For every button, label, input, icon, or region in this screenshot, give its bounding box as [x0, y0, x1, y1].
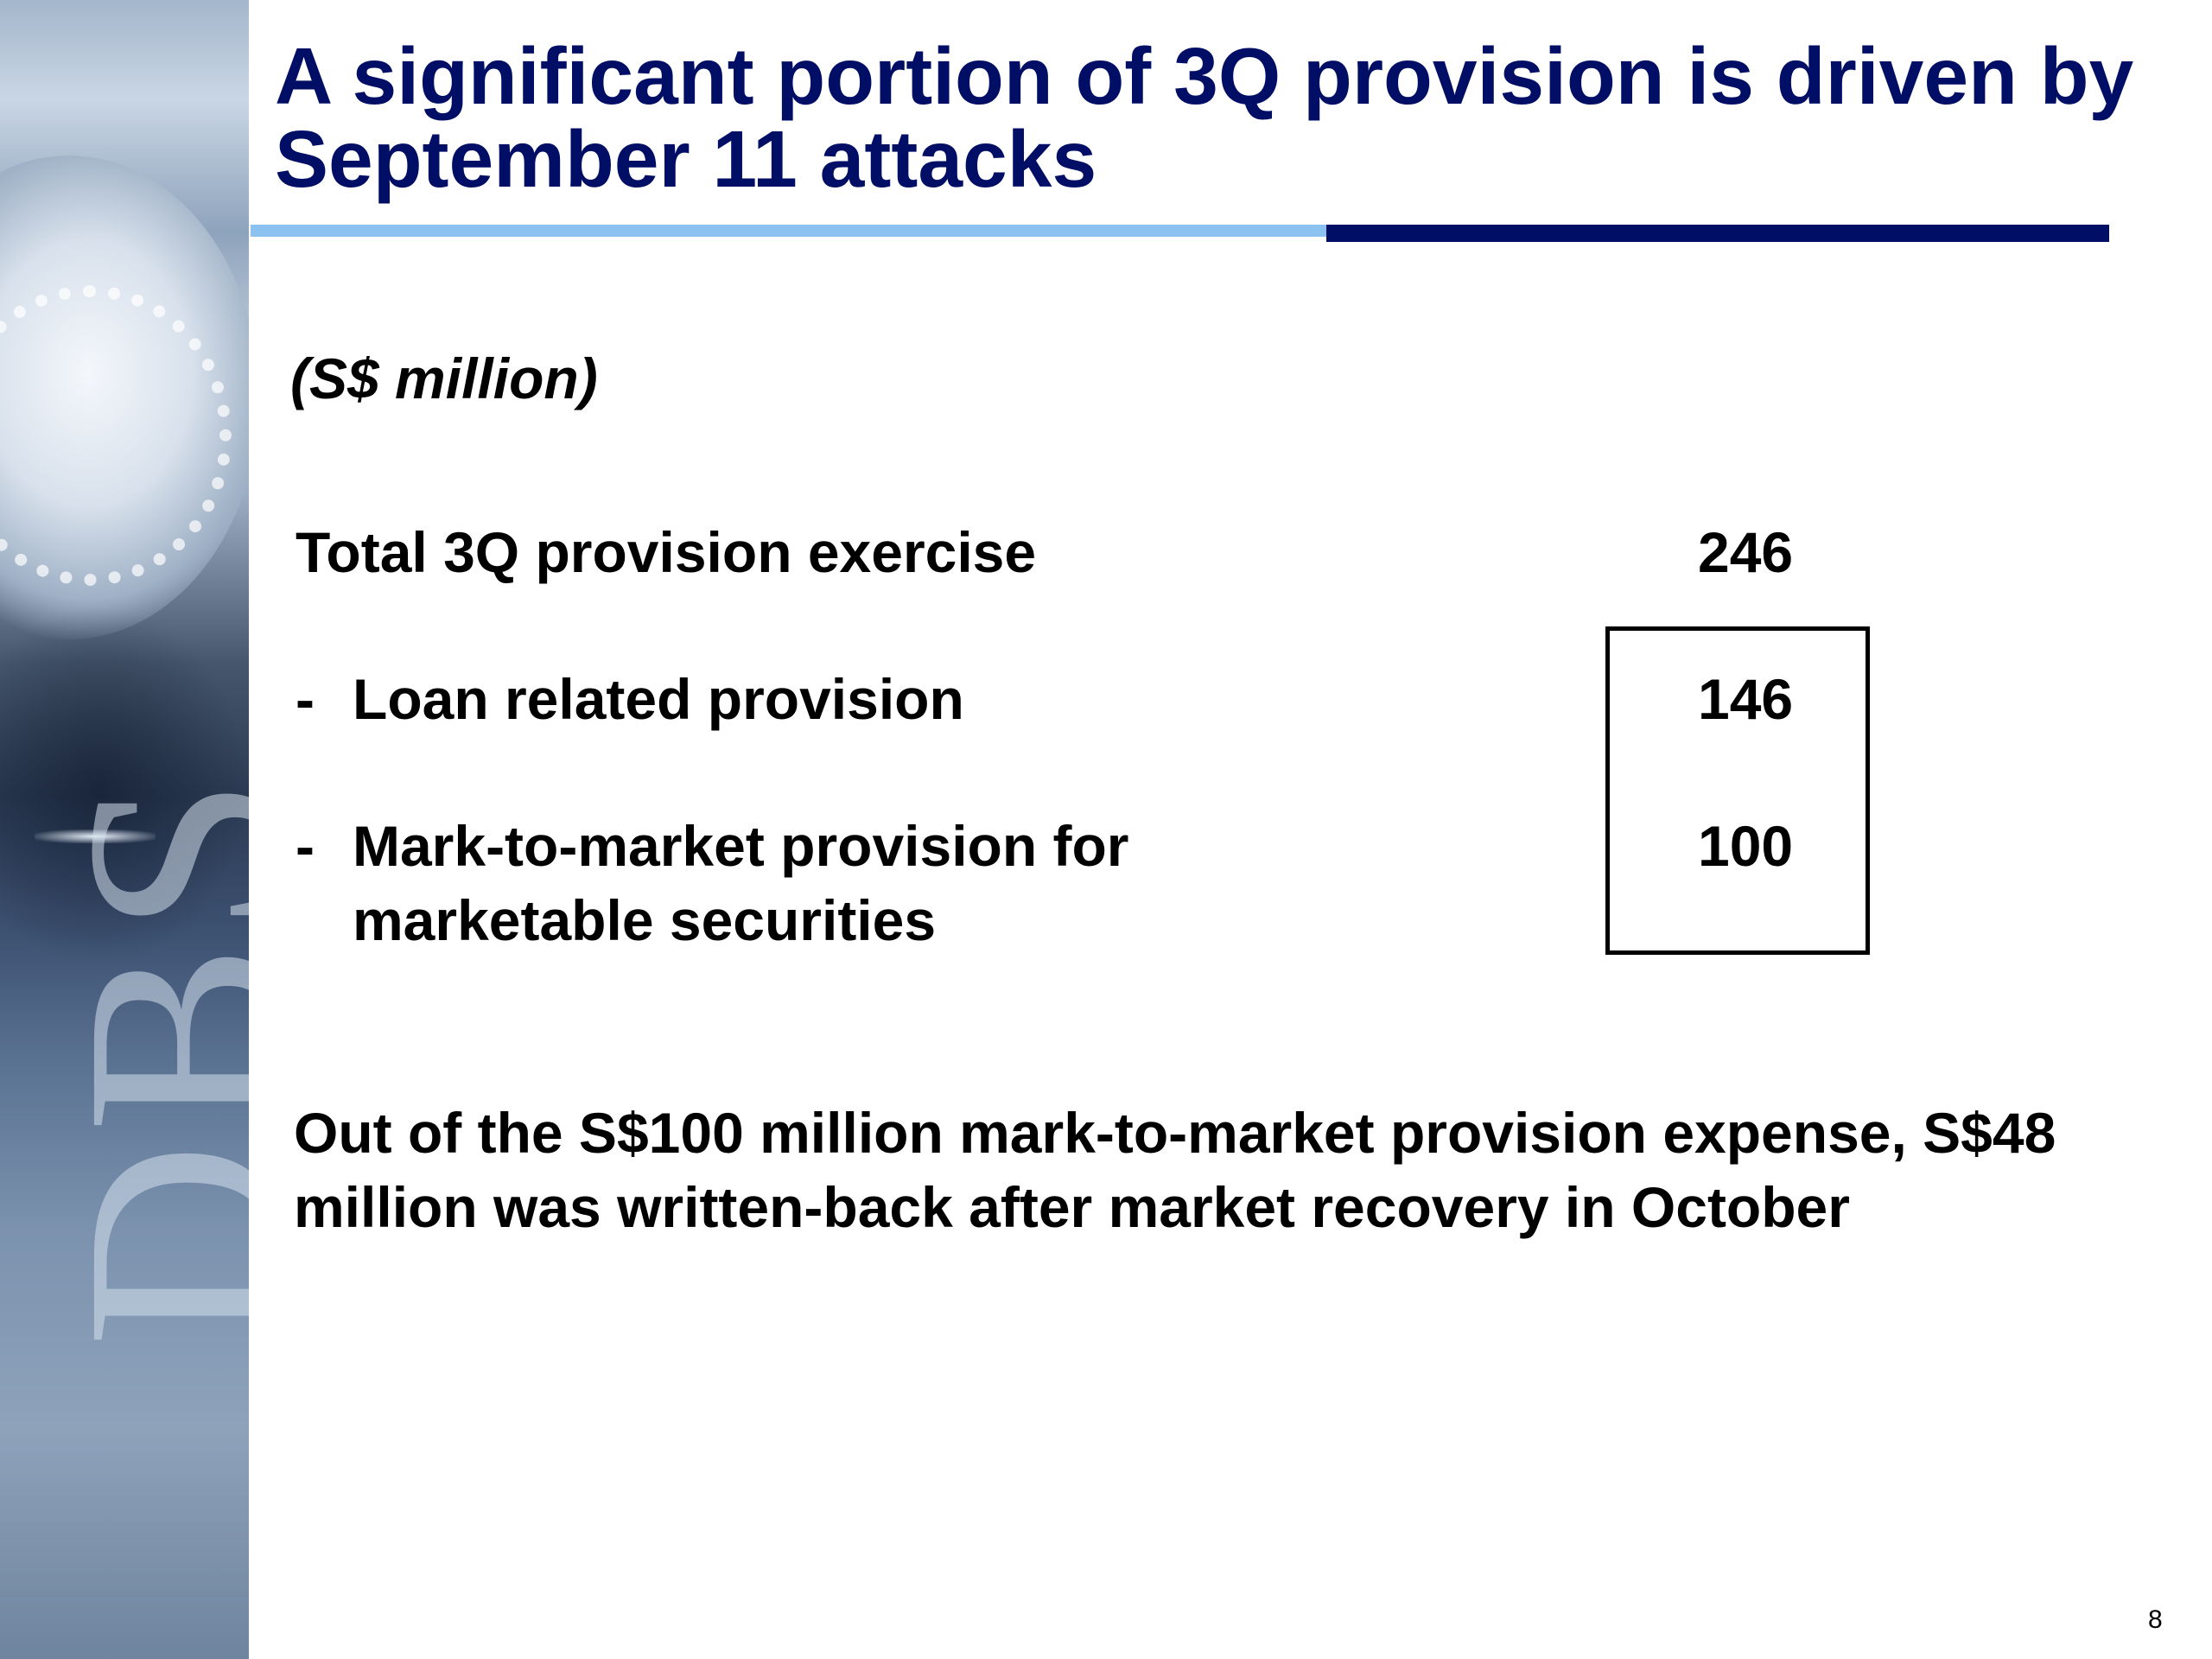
page-number: 8 — [2148, 1605, 2163, 1634]
unit-label: (S$ million) — [290, 346, 598, 410]
row-dash: - — [296, 814, 315, 878]
row-dash: - — [296, 667, 315, 731]
row-label-text: Loan related provision — [353, 667, 964, 731]
row-value-loan: 146 — [1698, 667, 1794, 731]
title-rule-dark — [1326, 225, 2109, 242]
row-label-continuation: marketable securities — [353, 888, 937, 952]
row-label-text: Mark-to-market provision for — [353, 814, 1129, 878]
sidebar-shade — [0, 605, 249, 968]
sidebar-glint — [35, 830, 156, 843]
row-label-mtm: - Mark-to-market provision for marketable… — [296, 809, 1128, 957]
title-rule-light — [251, 225, 1326, 237]
row-label-text: Total 3Q provision exercise — [296, 520, 1037, 584]
row-value-mtm: 100 — [1698, 814, 1794, 878]
slide-title: A significant portion of 3Q provision is… — [275, 31, 2134, 204]
footnote-text: Out of the S$100 million mark-to-market … — [294, 1101, 2056, 1239]
row-value-total: 246 — [1698, 520, 1794, 584]
breakdown-box — [1605, 626, 1870, 955]
row-label-total: Total 3Q provision exercise — [296, 515, 1036, 589]
sidebar-photo-panel: DBS — [0, 0, 249, 1659]
dbs-logo-watermark: DBS — [28, 767, 249, 1348]
row-label-loan: - Loan related provision — [296, 662, 964, 736]
